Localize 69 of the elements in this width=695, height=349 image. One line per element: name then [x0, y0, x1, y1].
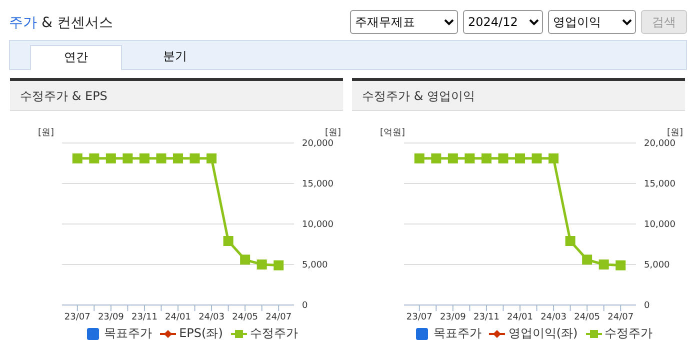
y-axis-title: [원] — [38, 127, 54, 139]
point — [256, 260, 267, 270]
text: 주재무제표 — [350, 10, 458, 34]
y2-axis-title: [원] — [325, 127, 342, 139]
y2-tick-label: 10,000 — [644, 220, 676, 230]
legend-label: 수정주가 — [604, 325, 653, 342]
legend-label: 목표주가 — [432, 325, 482, 342]
x-tick-label: 23/09 — [98, 312, 124, 322]
point — [464, 153, 475, 164]
text: 영업이익 — [548, 10, 636, 34]
y2-tick-label: 15,000 — [644, 180, 676, 190]
point — [173, 153, 183, 164]
x-tick-label: 23/07 — [64, 312, 90, 322]
x-tick-label: 23/07 — [406, 312, 432, 322]
y2-tick-label: 0 — [644, 301, 650, 312]
point — [582, 254, 592, 265]
x-tick-label: 24/07 — [266, 312, 292, 322]
text: 2024/12 — [463, 10, 543, 34]
point — [565, 236, 576, 246]
y2-axis-title: [원] — [667, 127, 684, 139]
x-tick-label: 24/01 — [507, 312, 533, 322]
x-tick-label: 24/01 — [165, 312, 191, 322]
y2-tick-label: 10,000 — [302, 220, 334, 230]
text: 연간 — [30, 45, 122, 70]
point — [448, 153, 458, 164]
point — [156, 153, 166, 164]
point — [106, 153, 116, 164]
legend-label: EPS(좌) — [178, 325, 223, 342]
x-tick-label: 23/09 — [440, 312, 466, 322]
legend-label: 영업이익(좌) — [507, 325, 578, 342]
point — [139, 153, 150, 164]
point — [72, 153, 82, 164]
point — [190, 153, 200, 164]
chart-title: 수정주가 & EPS — [10, 81, 343, 111]
y2-tick-label: 5,000 — [644, 260, 670, 271]
x-tick-label: 23/11 — [473, 312, 500, 322]
text: 검색 — [641, 10, 687, 34]
point — [598, 260, 609, 270]
point — [122, 153, 133, 164]
point — [274, 260, 284, 270]
x-tick-label: 24/03 — [540, 312, 567, 322]
point — [431, 153, 442, 164]
point — [481, 153, 492, 164]
y-axis-title: [억원] — [380, 127, 406, 139]
point — [240, 254, 250, 265]
point — [548, 153, 559, 164]
chart-title: 수정주가 & 영업이익 — [352, 81, 685, 111]
legend-label: 목표주가 — [103, 325, 152, 342]
point — [532, 153, 542, 164]
legend-label: 수정주가 — [248, 325, 298, 342]
x-tick-label: 24/05 — [574, 312, 600, 322]
point — [223, 236, 234, 246]
y2-tick-label: 15,000 — [302, 180, 334, 190]
text: 주가 & 컨센서스 — [9, 14, 113, 32]
point — [616, 260, 626, 270]
y2-tick-label: 20,000 — [302, 139, 334, 150]
text: 분기 — [162, 48, 188, 65]
x-tick-label: 24/05 — [232, 312, 258, 322]
y2-tick-label: 0 — [302, 301, 308, 312]
y2-tick-label: 5,000 — [302, 260, 328, 271]
y2-tick-label: 20,000 — [644, 139, 676, 150]
x-tick-label: 23/11 — [131, 312, 158, 322]
x-tick-label: 24/07 — [608, 312, 634, 322]
point — [414, 153, 424, 164]
point — [89, 153, 100, 164]
point — [206, 153, 217, 164]
point — [498, 153, 508, 164]
x-tick-label: 24/03 — [198, 312, 225, 322]
point — [515, 153, 525, 164]
